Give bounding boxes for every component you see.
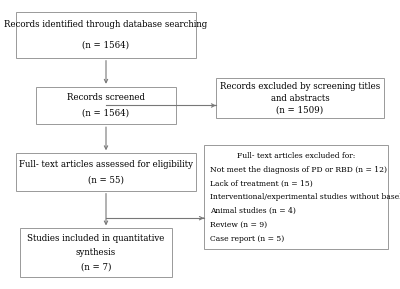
Text: (n = 1564): (n = 1564) (82, 109, 130, 118)
Text: and abstracts: and abstracts (271, 94, 329, 103)
Text: Records excluded by screening titles: Records excluded by screening titles (220, 82, 380, 91)
FancyBboxPatch shape (20, 228, 172, 277)
Text: synthesis: synthesis (76, 248, 116, 257)
Text: Full- text articles assessed for eligibility: Full- text articles assessed for eligibi… (19, 160, 193, 168)
FancyBboxPatch shape (36, 87, 176, 124)
Text: (n = 55): (n = 55) (88, 175, 124, 184)
Text: Interventional/experimental studies without baseline data (n = 3): Interventional/experimental studies with… (210, 193, 400, 201)
Text: Not meet the diagnosis of PD or RBD (n = 12): Not meet the diagnosis of PD or RBD (n =… (210, 166, 387, 174)
Text: Full- text articles excluded for:: Full- text articles excluded for: (237, 152, 355, 160)
Text: (n = 1509): (n = 1509) (276, 105, 324, 114)
FancyBboxPatch shape (204, 144, 388, 249)
Text: Records identified through database searching: Records identified through database sear… (4, 20, 208, 29)
FancyBboxPatch shape (16, 153, 196, 191)
Text: (n = 1564): (n = 1564) (82, 40, 130, 49)
Text: Records screened: Records screened (67, 93, 145, 102)
Text: Studies included in quantitative: Studies included in quantitative (27, 234, 165, 243)
FancyBboxPatch shape (16, 12, 196, 58)
Text: Lack of treatment (n = 15): Lack of treatment (n = 15) (210, 179, 313, 187)
Text: Review (n = 9): Review (n = 9) (210, 221, 267, 229)
Text: (n = 7): (n = 7) (81, 263, 111, 272)
Text: Case report (n = 5): Case report (n = 5) (210, 235, 284, 243)
Text: Animal studies (n = 4): Animal studies (n = 4) (210, 207, 296, 215)
FancyBboxPatch shape (216, 78, 384, 118)
